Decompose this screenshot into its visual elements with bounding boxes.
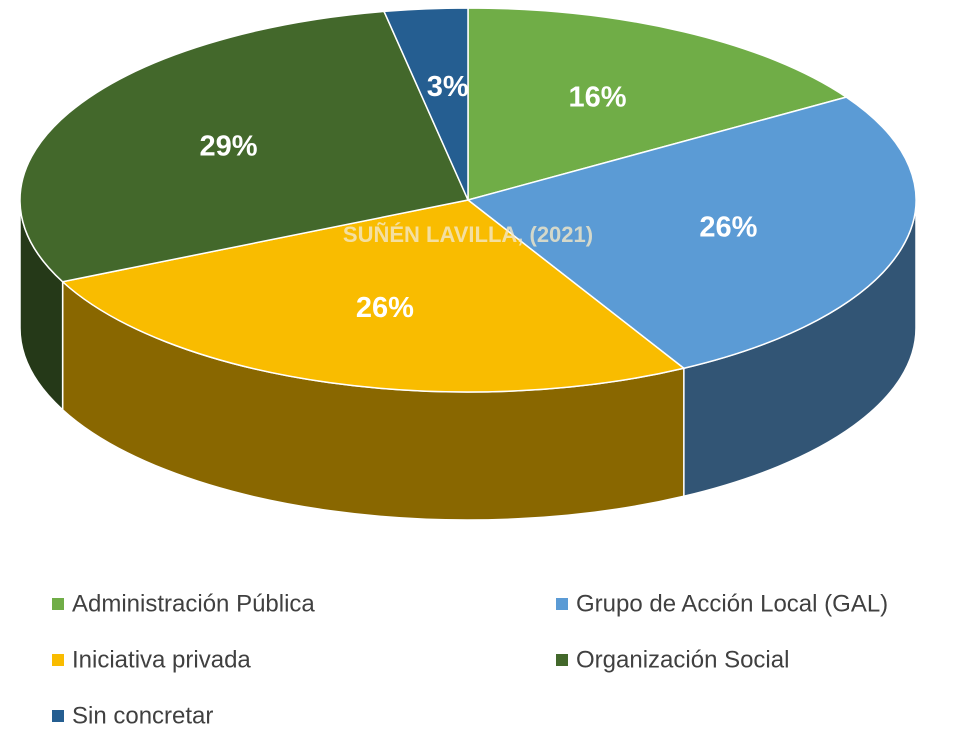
legend-swatch [556,654,568,666]
watermark: SUÑÉN LAVILLA, (2021) [343,222,593,247]
pie-slice [382,7,469,201]
pie-top [19,7,917,393]
legend-swatch [52,598,64,610]
legend-label: Sin concretar [72,702,213,729]
pie-slice [19,10,470,283]
legend-label: Grupo de Acción Local (GAL) [576,590,888,617]
pie-sides [19,199,917,521]
data-label: 26% [699,211,757,243]
data-label: 3% [427,71,469,103]
legend-label: Iniciativa privada [72,646,251,673]
pie-slice [467,7,849,201]
legend: Administración Pública Grupo de Acción Lo… [52,590,888,729]
legend-swatch [52,710,64,722]
legend-label: Administración Pública [72,590,315,617]
legend-swatch [556,598,568,610]
legend-swatch [52,654,64,666]
data-label: 16% [568,82,626,114]
data-label: 26% [356,292,414,324]
data-label: 29% [199,130,257,162]
data-labels: 16% 26% 26% 29% 3% [199,71,757,324]
pie-slice [466,96,917,370]
pie-slice [61,199,686,393]
legend-label: Organización Social [576,646,789,673]
